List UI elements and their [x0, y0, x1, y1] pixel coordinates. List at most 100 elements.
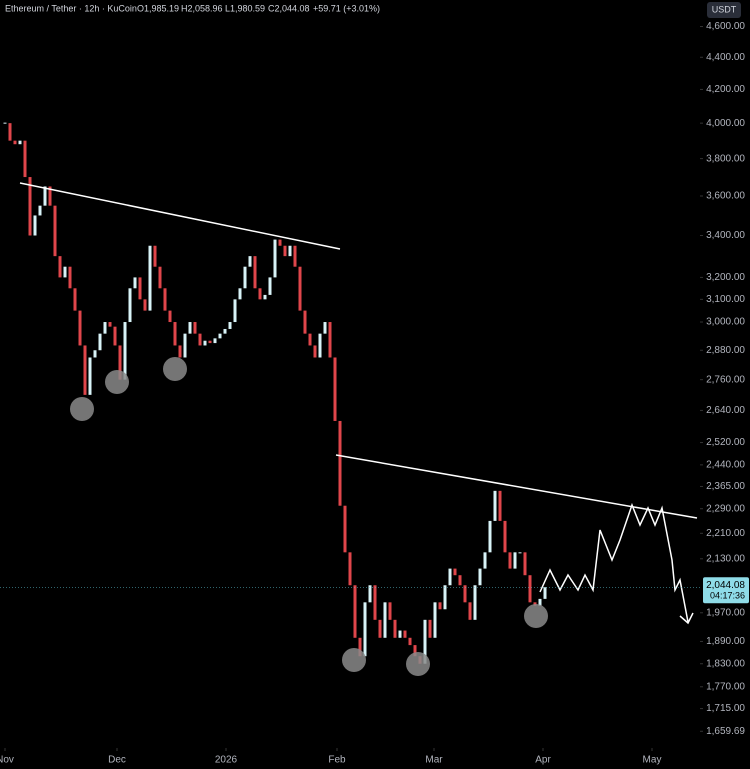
y-tick-label: 2,880.00 — [706, 345, 745, 356]
countdown: 04:17:36 — [710, 591, 745, 601]
candle-body — [118, 345, 122, 380]
candle-body — [198, 333, 202, 346]
candle-body — [543, 587, 547, 599]
candle-body — [293, 245, 297, 267]
trendline — [335, 454, 698, 519]
candle-body — [333, 357, 337, 421]
candle-body — [3, 122, 7, 124]
close: C2,044.08 — [268, 3, 310, 13]
candle-body — [308, 333, 312, 346]
candle-body — [493, 490, 497, 521]
y-tick-label: 1,830.00 — [706, 658, 745, 669]
candle-body — [453, 568, 457, 576]
y-tick-label: 3,600.00 — [706, 191, 745, 202]
candle-body — [138, 277, 142, 300]
candle-body — [373, 585, 377, 620]
candle-body — [523, 552, 527, 576]
candle-body — [263, 294, 267, 300]
y-tick-label: 2,440.00 — [706, 460, 745, 471]
y-tick-label: 1,770.00 — [706, 681, 745, 692]
candle-body — [8, 123, 12, 141]
candle-body — [363, 602, 367, 657]
candle-body — [208, 340, 212, 344]
candle-body — [238, 288, 242, 300]
candle-body — [28, 177, 32, 236]
candle-body — [18, 140, 22, 145]
candle-body — [303, 310, 307, 334]
y-tick-label: 3,400.00 — [706, 230, 745, 241]
candle-body — [353, 585, 357, 638]
candle-body — [98, 333, 102, 351]
candle-body — [163, 288, 167, 311]
candle-body — [408, 637, 412, 646]
y-tick-label: 2,365.00 — [706, 481, 745, 492]
candle-body — [458, 575, 462, 586]
candle-body — [343, 505, 347, 553]
candle-body — [478, 568, 482, 586]
candle-body — [468, 602, 472, 620]
candle-body — [433, 602, 437, 638]
y-tick-label: 4,000.00 — [706, 118, 745, 129]
candle-body — [158, 266, 162, 289]
x-tick-label: 2026 — [215, 755, 238, 766]
candle-body — [348, 552, 352, 586]
y-tick-label: 2,290.00 — [706, 503, 745, 514]
candle-body — [123, 322, 127, 380]
candle-body — [213, 338, 217, 344]
candle-body — [383, 602, 387, 638]
y-tick-label: 1,659.69 — [706, 726, 745, 737]
candle-body — [53, 205, 57, 257]
candle-body — [278, 239, 282, 246]
y-tick-label: 4,200.00 — [706, 84, 745, 95]
candle-body — [338, 420, 342, 506]
candle-body — [313, 345, 317, 358]
candle-body — [528, 575, 532, 603]
candle-body — [403, 630, 407, 638]
candle-body — [183, 333, 187, 358]
y-tick-label: 3,100.00 — [706, 294, 745, 305]
candle-body — [38, 205, 42, 216]
candle-body — [253, 256, 257, 289]
header: Ethereum / Tether · 12h · KuCoin O1,985.… — [5, 3, 380, 13]
candle-body — [438, 602, 442, 610]
candle-body — [23, 140, 27, 178]
candle-body — [143, 299, 147, 311]
low: L1,980.59 — [225, 3, 265, 13]
candle-body — [388, 602, 392, 620]
candle-body — [498, 490, 502, 521]
candle-body — [88, 357, 92, 395]
y-tick-label: 4,400.00 — [706, 52, 745, 63]
y-tick-label: 2,520.00 — [706, 437, 745, 448]
candle-body — [258, 288, 262, 300]
price-tag-label: 2,044.08 — [706, 580, 745, 591]
candle-body — [153, 245, 157, 267]
candle-body — [398, 630, 402, 638]
y-tick-label: 4,600.00 — [706, 21, 745, 32]
candle-body — [318, 333, 322, 358]
candle-body — [423, 619, 427, 664]
candle-body — [173, 322, 177, 346]
candle-body — [188, 322, 192, 334]
candle-body — [518, 552, 522, 554]
y-tick-label: 2,760.00 — [706, 374, 745, 385]
candle-body — [93, 350, 97, 358]
candle-body — [148, 245, 152, 311]
candle-body — [113, 326, 117, 346]
y-tick-label: 3,000.00 — [706, 317, 745, 328]
drawings — [19, 182, 698, 676]
candle-body — [223, 328, 227, 334]
candle-body — [103, 322, 107, 334]
candle-body — [193, 322, 197, 334]
plot — [3, 122, 547, 664]
candle-body — [368, 585, 372, 603]
y-tick-label: 2,130.00 — [706, 553, 745, 564]
unit-box — [707, 2, 741, 18]
low-marker — [105, 370, 129, 394]
y-tick-label: 2,210.00 — [706, 528, 745, 539]
candle-body — [128, 288, 132, 323]
y-tick-label: 1,715.00 — [706, 703, 745, 714]
low-marker — [524, 604, 548, 628]
